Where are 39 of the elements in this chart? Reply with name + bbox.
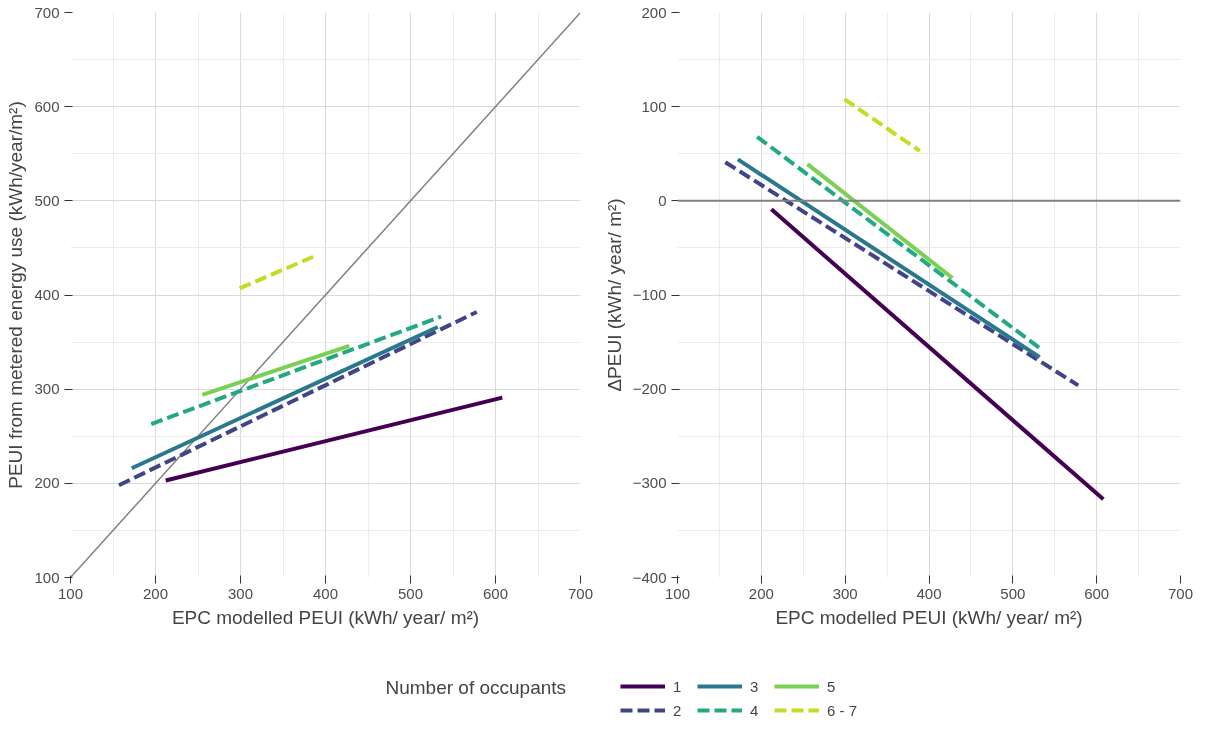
x-tick-label: 400 (312, 584, 339, 602)
legend-label: 2 (673, 701, 683, 719)
x-tick-label: 200 (748, 584, 774, 602)
y-tick-label: −300 (632, 474, 667, 492)
legend-label: 1 (673, 677, 683, 695)
legend-title: Number of occupants (385, 676, 567, 698)
legend-label: 4 (750, 701, 760, 719)
x-tick-label: 100 (57, 584, 84, 602)
x-tick-label: 500 (1000, 584, 1026, 602)
legend-label: 3 (750, 677, 760, 695)
legend-label: 6 - 7 (827, 701, 858, 719)
y-axis-title: ΔPEUI (kWh/ year/ m²) (603, 198, 625, 392)
x-tick-label: 700 (567, 584, 594, 602)
x-axis-title: EPC modelled PEUI (kWh/ year/ m²) (775, 606, 1083, 628)
y-tick-label: 0 (658, 191, 667, 209)
y-tick-label: 500 (34, 191, 60, 209)
x-tick-label: 600 (1084, 584, 1110, 602)
y-tick-label: −100 (632, 286, 667, 303)
y-tick-label: 400 (34, 286, 60, 303)
x-tick-label: 700 (1167, 584, 1194, 602)
y-tick-label: −200 (632, 380, 667, 398)
y-tick-label: 100 (34, 568, 60, 586)
x-tick-label: 400 (916, 584, 942, 602)
y-tick-label: 100 (641, 97, 667, 115)
legend-label: 5 (827, 677, 837, 695)
x-axis-title: EPC modelled PEUI (kWh/ year/ m²) (171, 606, 480, 628)
x-tick-label: 600 (482, 584, 509, 602)
y-axis-title: PEUI from metered energy use (kWh/year/m²) (5, 101, 27, 489)
y-tick-label: 300 (34, 380, 60, 398)
x-tick-label: 300 (832, 584, 858, 602)
x-tick-label: 200 (142, 584, 169, 602)
y-tick-label: 600 (34, 97, 60, 115)
x-tick-label: 500 (397, 584, 424, 602)
y-tick-label: −400 (632, 568, 667, 586)
y-tick-label: 200 (34, 474, 60, 492)
x-tick-label: 100 (664, 584, 691, 602)
y-tick-label: 700 (34, 3, 60, 21)
y-tick-label: 200 (641, 3, 667, 21)
x-tick-label: 300 (227, 584, 254, 602)
